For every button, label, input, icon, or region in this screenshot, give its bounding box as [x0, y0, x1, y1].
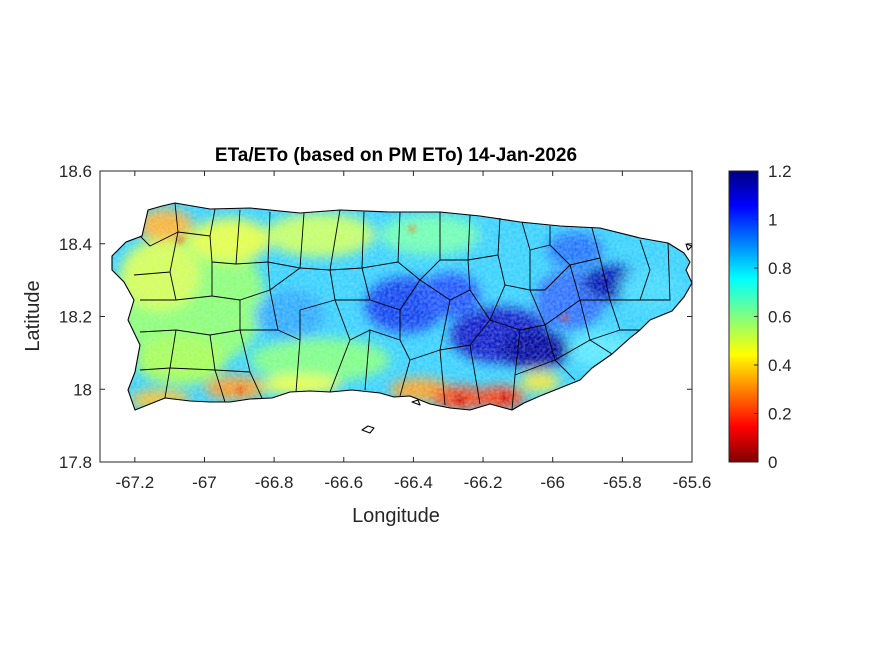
muni-line [139, 295, 241, 336]
y-tick-label: 18.6 [59, 162, 92, 181]
y-axis-label: Latitude [22, 280, 44, 351]
colorbar-tick-label: 0.2 [768, 405, 792, 424]
muni-line [554, 359, 576, 381]
colorbar-tick-label: 0.6 [768, 308, 792, 327]
offshore-cay [411, 399, 421, 406]
colorbar-tick-label: 0 [768, 453, 777, 472]
y-axis: 18.6 18.4 18.2 18 17.8 [59, 162, 692, 472]
muni-line [469, 344, 481, 405]
muni-line [489, 319, 521, 411]
boundaries [111, 202, 693, 434]
colorbar-ticks: 1.2 1 0.8 0.6 0.4 0.2 0 [754, 162, 792, 472]
muni-line [589, 339, 613, 355]
muni-line [267, 261, 301, 269]
x-tick-label: -66 [540, 473, 565, 492]
colorbar [728, 170, 759, 463]
colorbar-tick-label: 1.2 [768, 162, 792, 181]
x-tick-label: -66.2 [464, 473, 503, 492]
y-tick-label: 18.2 [59, 308, 92, 327]
muni-line [164, 367, 171, 399]
colorbar-tick-label: 0.4 [768, 356, 792, 375]
colorbar-tick-label: 1 [768, 211, 777, 230]
y-tick-label: 18 [73, 380, 92, 399]
colorbar-tick-label: 0.8 [768, 259, 792, 278]
offshore-cay [361, 425, 375, 434]
x-tick-label: -65.6 [673, 473, 712, 492]
x-tick-label: -66.4 [394, 473, 433, 492]
muni-line [249, 371, 263, 399]
x-axis: -67.2 -67 -66.8 -66.6 -66.4 -66.2 -66 -65.8 -65.… [115, 171, 711, 492]
x-tick-label: -67.2 [115, 473, 154, 492]
muni-line [610, 239, 651, 301]
x-axis-label: Longitude [352, 505, 440, 527]
x-tick-label: -67 [192, 473, 217, 492]
muni-line [139, 202, 179, 247]
muni-line [369, 299, 401, 341]
muni-line [439, 289, 491, 351]
x-tick-label: -65.8 [603, 473, 642, 492]
x-tick-label: -66.8 [255, 473, 294, 492]
y-tick-label: 18.4 [59, 235, 92, 254]
muni-line [530, 244, 571, 291]
offshore-cay [685, 243, 693, 251]
y-tick-label: 17.8 [59, 453, 92, 472]
x-tick-label: -66.6 [324, 473, 363, 492]
muni-line [209, 209, 241, 265]
municipal-lines [133, 202, 671, 411]
muni-line [504, 221, 531, 291]
muni-line [299, 269, 336, 340]
muni-line [214, 369, 226, 403]
chart-title: ETa/ETo (based on PM ETo) 14-Jan-2026 [215, 145, 577, 166]
muni-line [640, 242, 671, 301]
